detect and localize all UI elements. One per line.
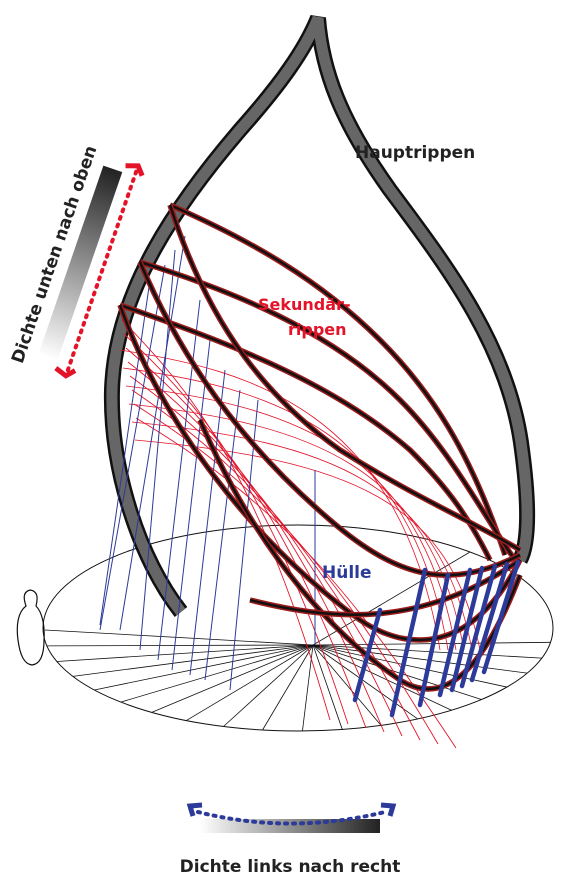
gradient-bar: [200, 819, 380, 833]
hull-line: [190, 370, 225, 675]
main-rib-edge: [170, 205, 520, 550]
arrow-end: [55, 364, 76, 378]
radial-line: [302, 645, 313, 731]
radial-line: [223, 645, 313, 726]
secondary-ribs-label: rippen: [288, 320, 347, 339]
main-rib-edge: [120, 305, 490, 560]
hull-line: [172, 340, 210, 670]
main-rib: [120, 305, 490, 560]
main-rib: [170, 205, 520, 550]
hull-label: Hülle: [322, 563, 372, 583]
human-silhouette: [17, 590, 44, 665]
radial-line: [313, 645, 527, 673]
radial-line: [152, 645, 313, 712]
main-ribs-label: Hauptrippen: [355, 143, 475, 163]
secondary-ribs-label: Sekundär-: [258, 295, 351, 314]
radial-line: [186, 645, 313, 721]
horizontal-density-indicator: Dichte links nach recht: [180, 805, 401, 877]
density-horizontal-label: Dichte links nach recht: [180, 857, 401, 877]
diagram: Dichte unten nach oben Dichte links nach…: [0, 0, 569, 894]
radial-line: [47, 645, 313, 646]
radial-line: [45, 630, 313, 645]
